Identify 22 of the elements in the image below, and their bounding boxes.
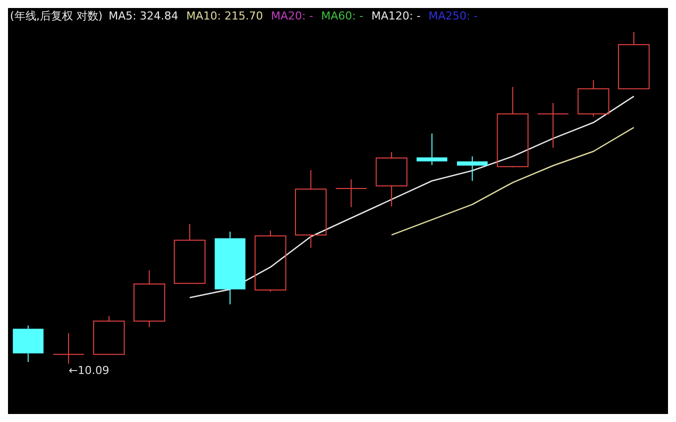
text: MA10: 215.70 <box>186 9 263 22</box>
legend-label: MA20: - <box>270 9 314 22</box>
candlestick <box>618 32 650 90</box>
candlestick <box>496 86 529 168</box>
legend-label: MA250: - <box>428 9 478 22</box>
text: MA5: 324.84 <box>108 9 178 22</box>
candlestick <box>376 152 408 207</box>
chart-title: (年线,后复权 对数) <box>10 9 103 22</box>
candlestick <box>214 231 246 305</box>
candlestick <box>578 80 610 118</box>
candlestick <box>52 332 84 364</box>
candlestick <box>294 169 327 248</box>
candlestick <box>456 156 488 182</box>
text: ←10.09 <box>68 364 110 377</box>
candlestick <box>174 223 206 284</box>
legend-label: MA60: - <box>321 9 364 22</box>
legend-label: MA120: - <box>371 9 421 22</box>
candlestick <box>12 324 44 362</box>
candlestick <box>335 178 368 208</box>
candlestick <box>133 270 166 328</box>
candlestick <box>416 132 448 166</box>
candlestick <box>537 102 569 148</box>
